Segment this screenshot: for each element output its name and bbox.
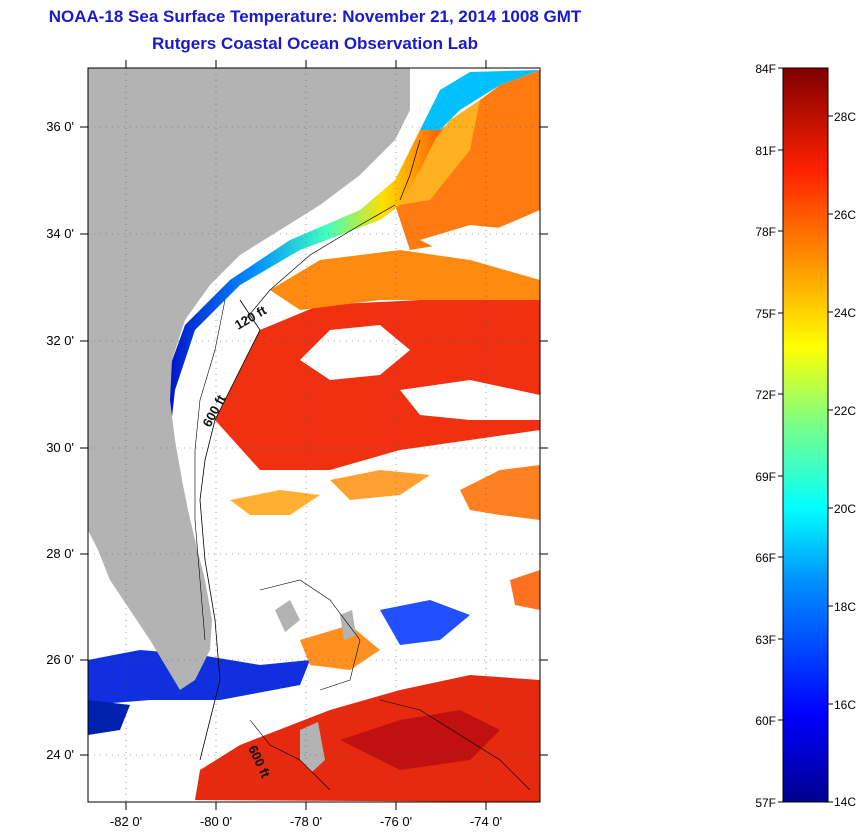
cbar-c-label: 24C <box>834 306 856 320</box>
cbar-f-label: 84F <box>755 62 776 76</box>
cbar-f-label: 63F <box>755 633 776 647</box>
cbar-f-label: 81F <box>755 144 776 158</box>
lat-label-32: 32 0' <box>46 333 74 348</box>
lat-label-24: 24 0' <box>46 747 74 762</box>
colorbar <box>782 67 829 803</box>
lat-label-36: 36 0' <box>46 119 74 134</box>
cbar-f-label: 75F <box>755 307 776 321</box>
cbar-c-label: 28C <box>834 110 856 124</box>
cbar-f-label: 57F <box>755 796 776 810</box>
lon-label-80: -80 0' <box>200 814 232 829</box>
cbar-c-label: 14C <box>834 795 856 809</box>
lat-label-26: 26 0' <box>46 652 74 667</box>
map-ticks <box>80 60 548 810</box>
sst-imagery: 120 ft 600 ft 600 ft <box>88 68 540 802</box>
lon-label-74: -74 0' <box>470 814 502 829</box>
colorbar-ticks <box>778 67 833 803</box>
cbar-c-label: 26C <box>834 208 856 222</box>
cbar-f-label: 60F <box>755 714 776 728</box>
map-frame <box>87 67 541 803</box>
cbar-c-label: 18C <box>834 600 856 614</box>
lat-label-30: 30 0' <box>46 440 74 455</box>
cbar-f-label: 69F <box>755 470 776 484</box>
cbar-c-label: 20C <box>834 502 856 516</box>
lon-label-82: -82 0' <box>110 814 142 829</box>
cbar-c-label: 22C <box>834 404 856 418</box>
lat-label-28: 28 0' <box>46 546 74 561</box>
lat-label-34: 34 0' <box>46 226 74 241</box>
lon-label-76: -76 0' <box>380 814 412 829</box>
cbar-f-label: 72F <box>755 388 776 402</box>
lon-label-78: -78 0' <box>290 814 322 829</box>
map-title: NOAA-18 Sea Surface Temperature: Novembe… <box>48 7 582 26</box>
cbar-f-label: 78F <box>755 225 776 239</box>
cbar-f-label: 66F <box>755 551 776 565</box>
map-subtitle: Rutgers Coastal Ocean Observation Lab <box>152 34 478 53</box>
cbar-c-label: 16C <box>834 698 856 712</box>
